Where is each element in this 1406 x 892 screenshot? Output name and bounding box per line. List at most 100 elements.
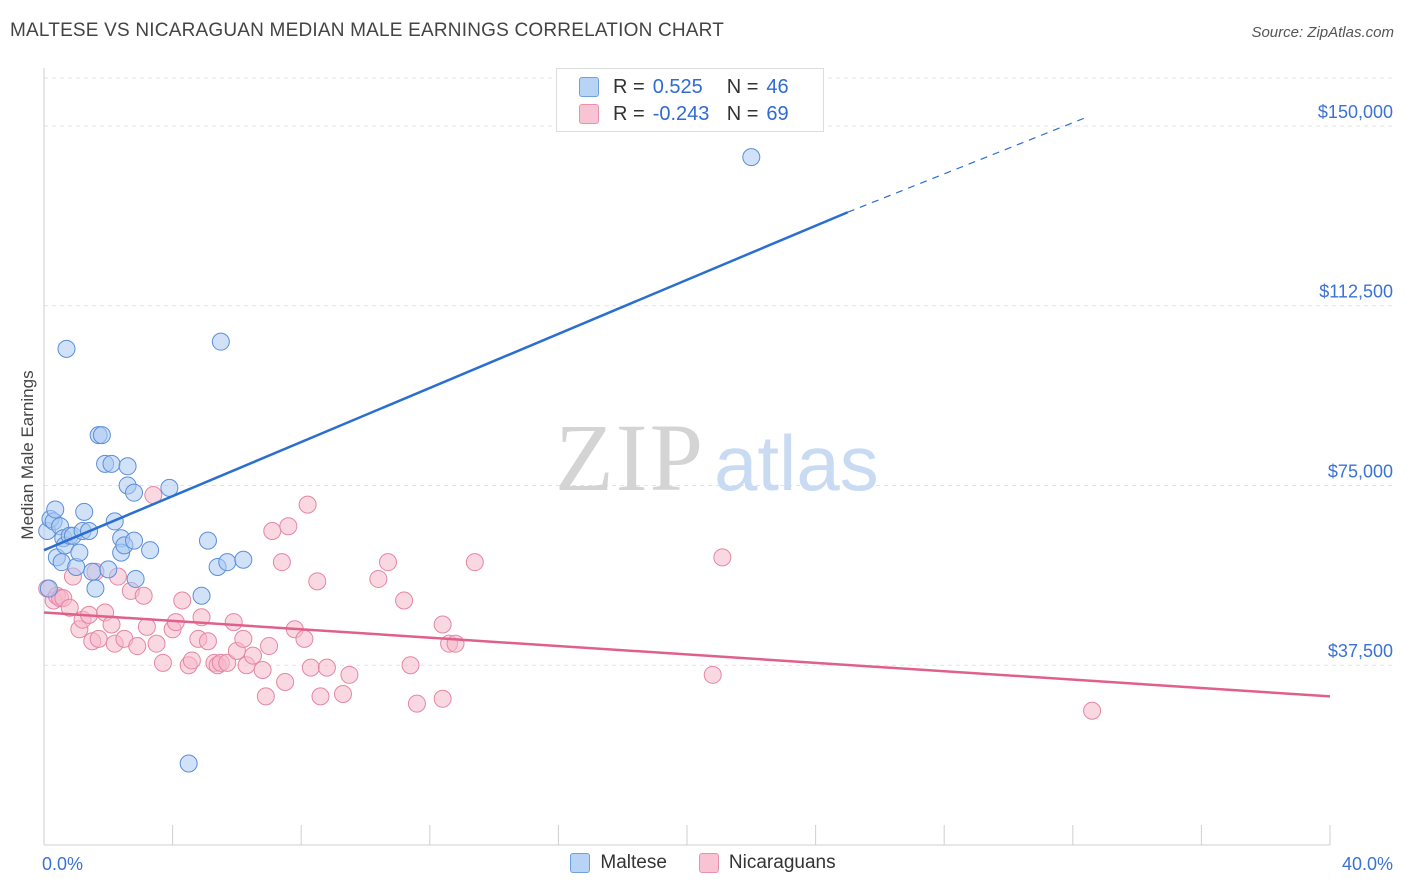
nicaraguan-trend-line <box>43 611 1331 698</box>
maltese-point <box>211 332 230 351</box>
maltese-point <box>86 579 105 598</box>
nicaraguan-point <box>224 613 243 632</box>
nicaraguan-swatch <box>579 104 599 124</box>
x-tick-label-min: 0.0% <box>42 854 83 874</box>
nicaraguan-point <box>401 656 420 675</box>
maltese-point <box>75 502 94 521</box>
maltese-point <box>92 426 111 445</box>
watermark-zip: ZIP <box>555 404 705 511</box>
nicaraguan-point <box>317 658 336 677</box>
legend-item-maltese: Maltese <box>570 852 667 874</box>
watermark-atlas: atlas <box>714 419 879 507</box>
maltese-point <box>99 560 118 579</box>
nicaraguan-point <box>379 553 398 572</box>
legend-label-nicaraguans: Nicaraguans <box>728 852 836 873</box>
maltese-point <box>742 148 761 167</box>
maltese-legend-swatch <box>570 853 591 873</box>
nicaraguan-point <box>272 553 291 572</box>
nicaraguan-point <box>173 591 192 610</box>
r-value: 0.525 <box>652 75 703 98</box>
maltese-point <box>102 454 121 473</box>
maltese-point <box>39 579 58 598</box>
y-axis-label: Median Male Earnings <box>18 370 37 540</box>
nicaraguan-legend-swatch <box>698 853 719 873</box>
maltese-point <box>83 562 102 581</box>
watermark: ZIP atlas <box>555 404 879 511</box>
nicaraguan-point <box>295 629 314 648</box>
nicaraguan-point <box>301 658 320 677</box>
nicaraguan-point <box>308 572 327 591</box>
nicaraguan-point <box>234 629 253 648</box>
maltese-point <box>57 339 76 358</box>
maltese-point <box>141 541 160 560</box>
nicaraguan-point <box>1083 701 1102 720</box>
nicaraguan-point <box>407 694 426 713</box>
nicaraguan-point <box>279 517 298 536</box>
n-label: N = <box>726 75 759 98</box>
stats-legend: R = 0.525 N = 46 R = -0.243 N = 69 <box>556 68 824 132</box>
legend-row-maltese: R = 0.525 N = 46 <box>579 74 789 100</box>
maltese-point <box>234 550 253 569</box>
r-label: R = <box>613 102 645 125</box>
nicaraguan-point <box>182 651 201 670</box>
maltese-point <box>198 531 217 550</box>
nicaraguan-point <box>260 637 279 656</box>
source-label: Source: ZipAtlas.com <box>1251 24 1394 41</box>
maltese-point <box>125 483 144 502</box>
maltese-point <box>192 586 211 605</box>
chart-title: MALTESE VS NICARAGUAN MEDIAN MALE EARNIN… <box>10 20 725 41</box>
n-value: 69 <box>766 102 789 125</box>
nicaraguan-point <box>333 684 352 703</box>
tick-labels: $37,500 $75,000 $112,500 $150,000 0.0% 40.0% <box>42 102 1393 874</box>
legend-row-nicaraguan: R = -0.243 N = 69 <box>579 101 789 127</box>
axes <box>43 68 1331 846</box>
nicaraguan-point <box>253 661 272 680</box>
r-label: R = <box>613 75 645 98</box>
nicaraguan-point <box>395 591 414 610</box>
nicaraguan-point <box>218 653 237 672</box>
nicaraguan-point <box>276 673 295 692</box>
maltese-point <box>46 500 65 519</box>
nicaraguan-point <box>298 495 317 514</box>
maltese-point <box>179 754 198 773</box>
maltese-point <box>125 531 144 550</box>
y-tick-label: $150,000 <box>1318 102 1393 122</box>
nicaraguan-point <box>340 665 359 684</box>
y-tick-label: $75,000 <box>1328 461 1393 481</box>
gridlines <box>44 77 1395 666</box>
maltese-trend-line <box>43 211 849 552</box>
y-tick-label: $112,500 <box>1319 282 1393 302</box>
nicaraguan-point <box>147 634 166 653</box>
x-tick-label-max: 40.0% <box>1342 854 1393 874</box>
nicaraguan-point <box>128 637 147 656</box>
nicaraguan-point <box>713 548 732 567</box>
maltese-swatch <box>579 77 599 97</box>
maltese-point <box>126 569 145 588</box>
nicaraguan-point <box>198 632 217 651</box>
trend-lines <box>43 115 1331 698</box>
legend-item-nicaraguans: Nicaraguans <box>698 852 836 874</box>
r-value: -0.243 <box>652 102 710 125</box>
nicaraguan-point <box>134 586 153 605</box>
n-value: 46 <box>766 75 789 98</box>
nicaraguan-point <box>60 598 79 617</box>
maltese-point <box>118 457 137 476</box>
series-legend: Maltese Nicaraguans <box>0 852 1406 874</box>
nicaraguan-point <box>89 629 108 648</box>
maltese-point <box>70 543 89 562</box>
nicaraguan-point <box>703 665 722 684</box>
nicaraguan-point <box>243 646 262 665</box>
legend-label-maltese: Maltese <box>600 852 667 873</box>
nicaraguan-point <box>263 522 282 541</box>
nicaraguan-point <box>311 687 330 706</box>
nicaraguan-point <box>433 689 452 708</box>
nicaraguan-point <box>153 653 172 672</box>
nicaraguan-point <box>256 687 275 706</box>
nicaraguan-point <box>465 553 484 572</box>
nicaraguan-point <box>433 615 452 634</box>
maltese-point <box>218 553 237 572</box>
maltese-trend-extension <box>847 115 1090 213</box>
nicaraguan-point <box>369 569 388 588</box>
nicaraguan-point <box>137 617 156 636</box>
